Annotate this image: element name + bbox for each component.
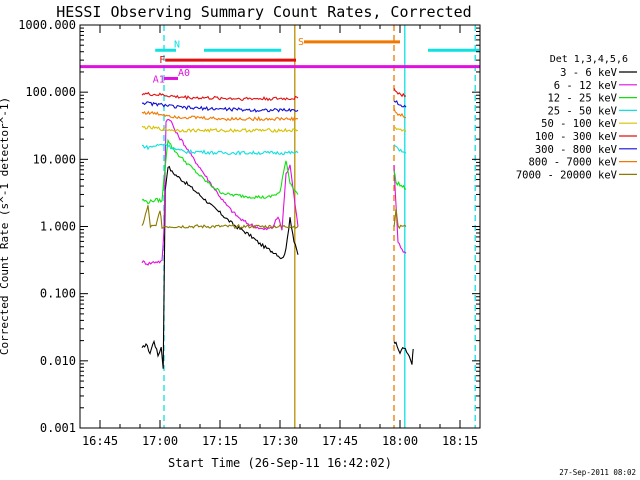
x-tick-label: 17:30: [262, 434, 298, 448]
series-line: [141, 101, 299, 113]
y-tick-label: 100.000: [25, 85, 76, 99]
plot-frame: [79, 24, 481, 429]
legend-entry: 800 - 7000 keV: [528, 157, 617, 169]
flag-label: A0: [178, 68, 190, 79]
legend-entry: 25 - 50 keV: [547, 105, 617, 117]
series-line: [393, 100, 407, 108]
x-tick-label: 16:45: [82, 434, 118, 448]
y-axis-label: Corrected Count Rate (s^-1 detector^-1): [0, 97, 11, 355]
series-line: [141, 91, 299, 102]
series-line: [141, 138, 299, 205]
y-tick-label: 1.000: [40, 220, 76, 234]
footer-date: 27-Sep-2011 08:02: [559, 468, 636, 477]
legend-entry: 300 - 800 keV: [535, 144, 618, 156]
legend-entry: 3 - 6 keV: [560, 67, 618, 79]
y-tick-label: 0.001: [40, 421, 76, 435]
series-line: [393, 170, 406, 190]
y-tick-label: 0.100: [40, 287, 76, 301]
flag-label: A1: [153, 74, 165, 85]
x-tick-label: 17:00: [142, 434, 178, 448]
series-line: [141, 143, 299, 156]
series-line: [393, 208, 407, 230]
series-line: [393, 144, 407, 154]
y-tick-label: 10.000: [33, 152, 76, 166]
series-line: [141, 110, 299, 122]
x-tick-label: 18:00: [382, 434, 418, 448]
x-axis: 16:45 17:00 17:15 17:30 17:45 18:00 18:15: [79, 25, 481, 448]
y-tick-label: 0.010: [40, 354, 76, 368]
chart-title: HESSI Observing Summary Count Rates, Cor…: [56, 3, 471, 21]
flag-label: S: [298, 37, 304, 48]
flag-label: N: [174, 39, 180, 50]
series-line: [393, 164, 407, 254]
x-tick-label: 18:15: [442, 434, 478, 448]
y-tick-label: 1000.000: [18, 18, 76, 32]
series-line: [141, 205, 299, 230]
legend-entry: 7000 - 20000 keV: [516, 169, 618, 181]
series-line: [141, 165, 299, 369]
legend-entry: 12 - 25 keV: [547, 93, 617, 105]
legend-entry: 6 - 12 keV: [554, 80, 618, 92]
series-line: [393, 108, 407, 119]
series-line: [393, 88, 407, 98]
x-axis-label: Start Time (26-Sep-11 16:42:02): [168, 456, 392, 470]
legend-entry: 50 - 100 keV: [541, 118, 618, 130]
y-axis: 0.001 0.010 0.100 1.000 10.000 100.000 1000.00…: [18, 18, 480, 435]
plot-area: NF S A0 A1: [80, 25, 480, 428]
series-line: [393, 341, 414, 365]
legend-title: Det 1,3,4,5,6: [550, 54, 628, 65]
flag-label: F: [159, 55, 165, 66]
legend-entry: 100 - 300 keV: [535, 131, 618, 143]
x-tick-label: 17:45: [322, 434, 358, 448]
series-line: [141, 125, 299, 133]
series-line: [393, 126, 407, 132]
x-tick-label: 17:15: [202, 434, 238, 448]
